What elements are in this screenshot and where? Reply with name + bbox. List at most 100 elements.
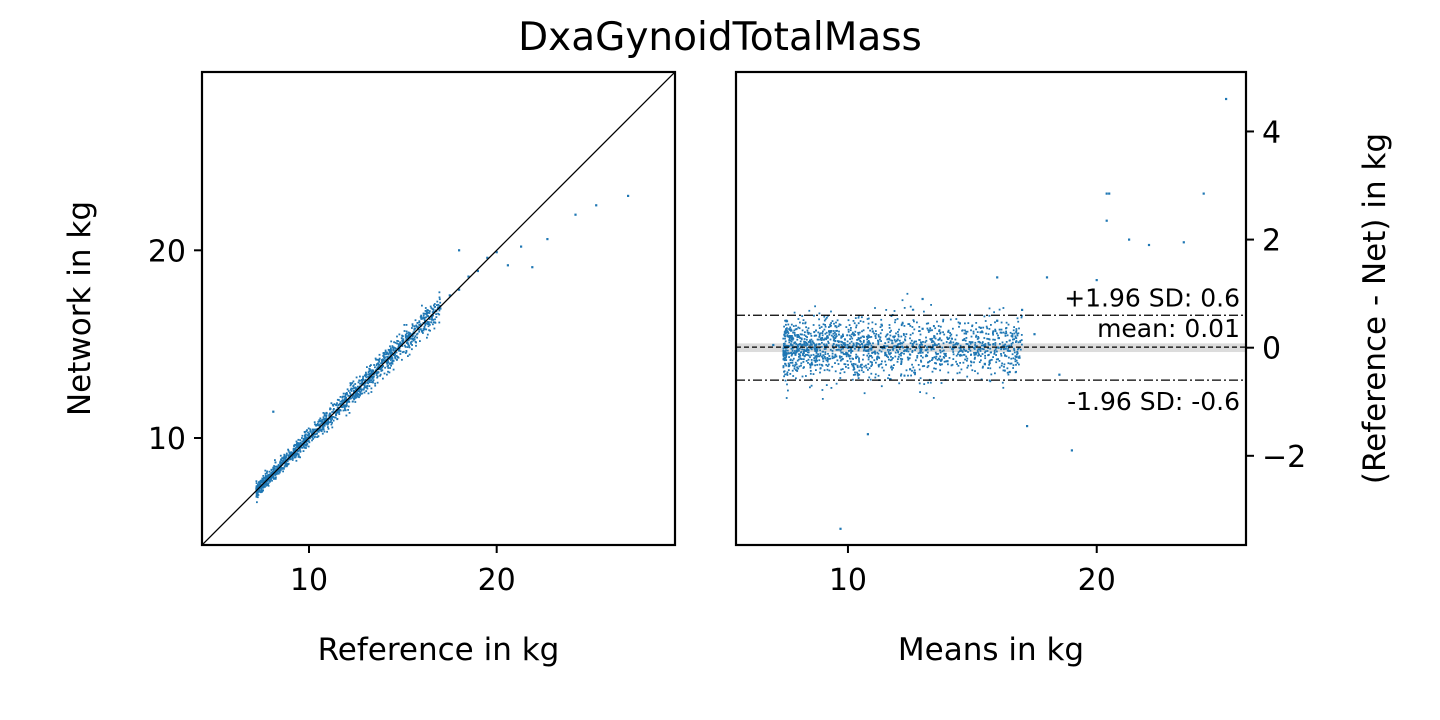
data-point [1013, 332, 1016, 335]
data-point [887, 377, 889, 380]
data-point [408, 344, 410, 347]
data-point [939, 369, 941, 372]
data-point [819, 349, 821, 352]
data-point [965, 332, 968, 335]
data-point [865, 366, 868, 369]
data-point [347, 394, 350, 397]
data-point [369, 369, 372, 372]
data-point [942, 342, 945, 345]
data-point [407, 343, 410, 346]
data-point [322, 427, 324, 430]
data-point [856, 355, 859, 358]
data-point [1014, 355, 1017, 358]
data-point [1004, 354, 1006, 356]
data-point [901, 345, 904, 348]
data-point [327, 421, 330, 424]
data-point [784, 362, 786, 365]
data-point [911, 332, 914, 335]
data-point [913, 320, 915, 323]
data-point [408, 346, 411, 349]
data-point [982, 326, 985, 329]
data-point [845, 326, 848, 328]
data-point [989, 343, 991, 346]
data-point [376, 367, 379, 369]
data-point [1004, 343, 1007, 346]
data-point [341, 395, 344, 398]
data-point [426, 311, 428, 314]
data-point [1045, 276, 1049, 279]
data-point [835, 326, 838, 329]
data-point [277, 472, 280, 475]
data-point [1020, 334, 1023, 336]
data-point [889, 359, 892, 362]
data-point [987, 354, 989, 357]
data-point [854, 371, 856, 374]
data-point [389, 367, 391, 369]
data-point [868, 336, 871, 339]
data-point [867, 350, 870, 352]
data-point [855, 356, 857, 358]
data-point [274, 461, 277, 464]
data-point [336, 411, 339, 414]
data-point [809, 364, 812, 367]
data-point [362, 377, 364, 380]
data-point [867, 344, 870, 346]
data-point [947, 371, 950, 374]
data-point [999, 343, 1001, 345]
data-point [853, 333, 855, 335]
data-point [790, 323, 793, 326]
data-point [387, 361, 390, 364]
data-point [325, 411, 328, 414]
data-point [883, 345, 885, 347]
data-point [394, 353, 396, 356]
data-point [383, 356, 385, 358]
data-point [317, 424, 320, 427]
data-point [817, 353, 819, 356]
data-point [338, 403, 341, 405]
data-point [879, 336, 882, 339]
data-point [419, 340, 421, 342]
data-point [411, 344, 413, 346]
data-point [341, 396, 344, 399]
data-point [365, 386, 368, 389]
data-point [784, 319, 786, 322]
data-point [321, 425, 324, 428]
data-point [270, 472, 273, 475]
data-point [255, 485, 258, 488]
data-point [958, 371, 961, 374]
data-point [428, 317, 431, 320]
data-point [796, 359, 799, 362]
data-point [793, 332, 796, 334]
data-point [798, 343, 801, 346]
data-point [934, 367, 937, 370]
data-point [858, 361, 861, 363]
data-point [885, 309, 888, 311]
data-point [860, 369, 863, 372]
data-point [784, 379, 787, 382]
data-point [932, 397, 935, 399]
data-point [1010, 357, 1013, 360]
data-point [283, 465, 286, 468]
data-point [379, 373, 382, 376]
data-point [261, 477, 264, 480]
data-point [892, 345, 895, 348]
data-point [894, 355, 897, 358]
data-point [992, 330, 994, 333]
data-point [266, 470, 268, 473]
data-point [372, 379, 375, 382]
data-point [797, 335, 800, 338]
data-point [273, 478, 275, 480]
data-point [820, 326, 823, 328]
data-point [364, 382, 367, 385]
data-point [905, 369, 908, 372]
data-point [795, 343, 798, 345]
data-point [785, 364, 788, 367]
data-point [360, 389, 363, 392]
data-point [958, 354, 961, 357]
data-point [1020, 316, 1023, 319]
data-point [339, 396, 342, 398]
data-point [321, 418, 324, 421]
data-point [271, 479, 273, 482]
data-point [277, 468, 280, 471]
data-point [917, 364, 920, 366]
